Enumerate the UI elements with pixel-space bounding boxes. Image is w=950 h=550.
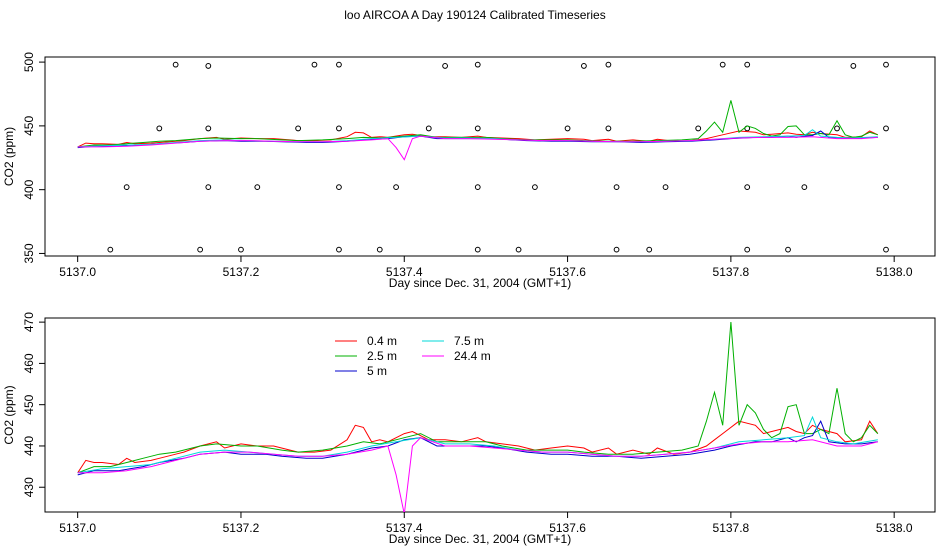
scatter-point	[850, 63, 857, 69]
series-line	[77, 420, 879, 474]
x-tick-label: 5137.6	[549, 265, 586, 279]
scatter-point	[336, 125, 342, 132]
scatter-point	[532, 184, 538, 191]
scatter-point	[883, 125, 889, 132]
series-line	[77, 415, 878, 474]
scatter-point	[336, 184, 342, 191]
legend-label: 24.4 m	[454, 349, 491, 363]
legend-label: 5 m	[367, 364, 387, 378]
x-tick-label: 5137.4	[386, 521, 423, 535]
scatter-point	[107, 246, 114, 253]
y-tick-label: 460	[22, 353, 36, 373]
scatter-point	[883, 246, 889, 253]
scatter-point	[834, 125, 840, 132]
scatter-point	[646, 246, 653, 253]
scatter-point	[295, 125, 302, 132]
y-tick-label: 450	[22, 394, 36, 414]
y-tick-label: 440	[22, 436, 36, 456]
y-tick-label: 430	[22, 477, 36, 497]
series-line	[77, 437, 878, 512]
scatter-point	[474, 184, 481, 191]
scatter-point	[695, 125, 702, 132]
scatter-point	[336, 246, 342, 253]
y-axis-label: CO2 (ppm)	[2, 127, 16, 186]
scatter-point	[801, 184, 808, 191]
top-panel: 5137.0 5137.2 5137.4 5137.6 5137.8 5138.0 350 4…	[2, 52, 936, 290]
x-tick-label: 5137.2	[223, 521, 260, 535]
scatter-point	[744, 246, 751, 253]
x-tick-label: 5137.0	[59, 521, 96, 535]
scatter-point	[123, 184, 130, 191]
scatter-point	[613, 246, 620, 253]
scatter-point	[425, 125, 432, 132]
y-tick-label: 350	[22, 243, 36, 263]
y-tick-label: 400	[22, 179, 36, 199]
plot-frame	[44, 317, 936, 513]
scatter-point	[205, 184, 212, 191]
legend-label: 7.5 m	[454, 334, 484, 348]
chart-title: loo AIRCOA A Day 190124 Calibrated Times…	[344, 8, 605, 22]
scatter-point	[474, 125, 481, 132]
scatter-point	[744, 61, 751, 68]
scatter-point	[719, 61, 726, 68]
scatter-point	[172, 61, 179, 68]
scatter-point	[662, 184, 669, 191]
y-tick-label: 450	[22, 116, 36, 136]
scatter-point	[580, 63, 587, 69]
x-tick-label: 5138.0	[876, 521, 913, 535]
x-tick-label: 5137.0	[59, 265, 96, 279]
scatter-point	[605, 125, 612, 132]
series-line	[77, 135, 878, 161]
scatter-point	[442, 63, 448, 69]
scatter-point	[515, 246, 522, 253]
scatter-point	[311, 61, 318, 68]
x-tick-label: 5137.8	[713, 265, 750, 279]
scatter-point	[156, 125, 163, 132]
x-axis-label: Day since Dec. 31, 2004 (GMT+1)	[389, 276, 571, 290]
scatter-point	[205, 125, 212, 132]
legend-label: 0.4 m	[367, 334, 397, 348]
scatter-point	[336, 61, 342, 68]
scatter-point	[605, 61, 612, 68]
scatter-point	[474, 61, 481, 68]
scatter-point	[197, 246, 204, 253]
scatter-point	[744, 184, 751, 191]
x-tick-label: 5137.2	[223, 265, 260, 279]
x-tick-label: 5137.4	[386, 265, 423, 279]
x-tick-label: 5137.8	[713, 521, 750, 535]
y-tick-label: 470	[22, 312, 36, 332]
x-axis-label: Day since Dec. 31, 2004 (GMT+1)	[389, 532, 571, 546]
series-line	[77, 420, 878, 476]
scatter-point	[613, 184, 620, 191]
scatter-point	[238, 246, 244, 253]
scatter-point	[254, 184, 261, 191]
scatter-point	[376, 246, 383, 253]
scatter-point	[564, 125, 571, 132]
y-tick-label: 500	[22, 52, 36, 72]
y-axis-label: CO2 (ppm)	[2, 385, 16, 444]
scatter-point	[474, 246, 481, 253]
scatter-point	[205, 63, 212, 69]
bottom-panel: 5137.0 5137.2 5137.4 5137.6 5137.8 5138.0 430 4…	[2, 312, 936, 546]
scatter-point	[883, 184, 889, 191]
plot-frame	[44, 56, 936, 257]
series-line	[77, 100, 878, 148]
x-tick-label: 5137.6	[549, 521, 586, 535]
x-tick-label: 5138.0	[876, 265, 913, 279]
scatter-point	[785, 246, 791, 253]
scatter-point	[393, 184, 400, 191]
scatter-point	[883, 61, 889, 68]
legend-label: 2.5 m	[367, 349, 397, 363]
